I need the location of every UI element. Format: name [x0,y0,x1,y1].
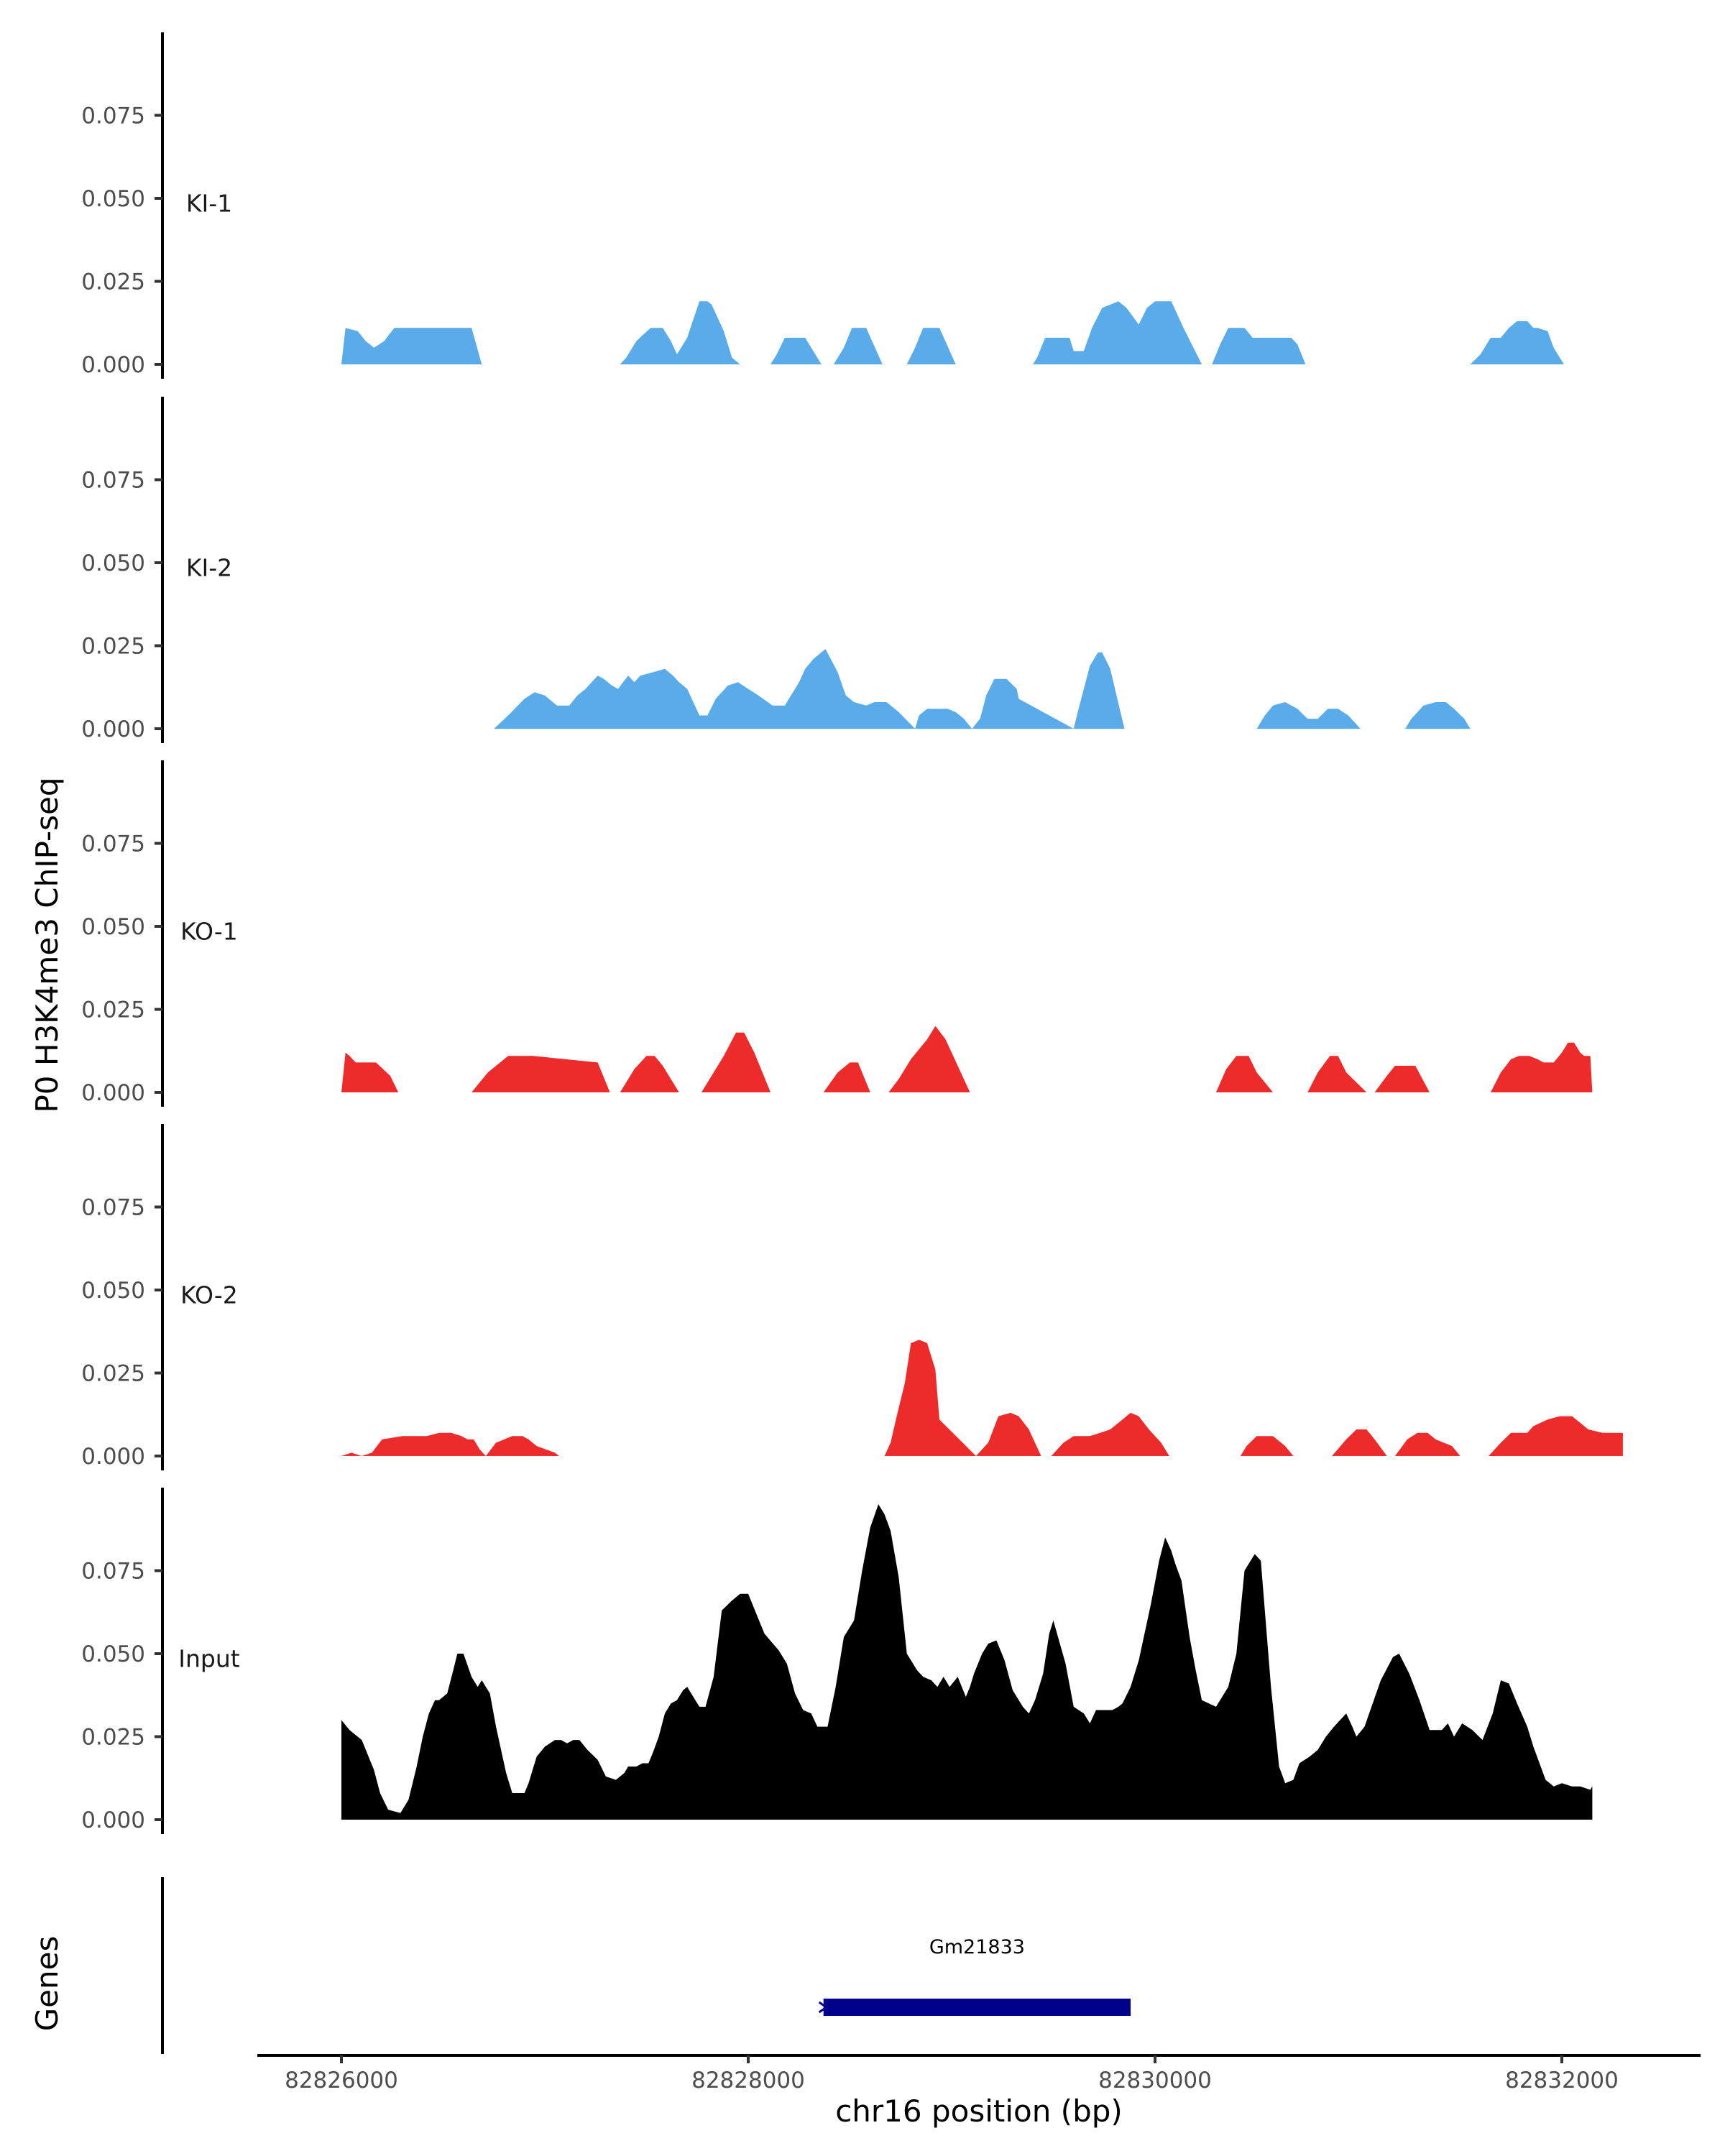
y-tick-label: 0.025 [81,1725,145,1751]
y-tick-label: 0.025 [81,634,145,660]
y-axis-title: P0 H3K4me3 ChIP-seq [29,777,65,1112]
track-label: KO-1 [180,917,238,945]
track-panel-input: 0.000 0.025 0.050 0.075 Input [81,1488,1593,1834]
track-panel-ko-1: 0.000 0.025 0.050 0.075 KO-1 [81,760,1593,1107]
y-tick-label: 0.000 [81,717,145,742]
x-tick-label: 82826000 [285,2068,398,2093]
y-tick-label: 0.075 [81,831,145,857]
x-axis-title: chr16 position (bp) [835,2093,1123,2129]
signal-area-ki-1 [341,301,1564,364]
signal-area-ki-2 [494,649,1471,729]
track-label: Input [178,1644,240,1672]
track-panel-ki-2: 0.000 0.025 0.050 0.075 KI-2 [81,397,1471,743]
y-tick-label: 0.025 [81,270,145,295]
track-label: KO-2 [180,1281,238,1309]
gene-body [823,1999,1131,2016]
x-tick-label: 82832000 [1505,2068,1619,2093]
gene-strand-arrow [818,2001,829,2014]
y-tick-label: 0.025 [81,998,145,1023]
track-label: KI-1 [186,189,232,217]
y-tick-label: 0.050 [81,914,145,940]
y-tick-label: 0.075 [81,468,145,494]
genes-axis-title: Genes [29,1936,65,2032]
gene-label: Gm21833 [929,1936,1025,1958]
track-label: KI-2 [186,553,232,581]
y-tick-label: 0.075 [81,1195,145,1221]
x-tick-label: 82828000 [691,2068,805,2093]
y-tick-label: 0.050 [81,186,145,212]
track-panel-ki-1: 0.000 0.025 0.050 0.075 KI-1 [81,32,1564,379]
signal-area-ko-1 [341,1026,1593,1092]
y-tick-label: 0.050 [81,1641,145,1667]
y-tick-label: 0.050 [81,550,145,576]
y-tick-label: 0.000 [81,1807,145,1833]
y-tick-label: 0.050 [81,1278,145,1304]
y-tick-label: 0.025 [81,1361,145,1387]
y-tick-label: 0.075 [81,103,145,129]
x-axis: 82826000 82828000 82830000 82832000 [257,2054,1701,2093]
track-panel-ko-2: 0.000 0.025 0.050 0.075 KO-2 [81,1124,1623,1470]
signal-area-ko-2 [341,1340,1623,1456]
x-tick-label: 82830000 [1098,2068,1212,2093]
y-tick-label: 0.000 [81,1444,145,1470]
y-tick-label: 0.000 [81,1080,145,1106]
y-tick-label: 0.075 [81,1559,145,1585]
y-tick-label: 0.000 [81,352,145,378]
signal-area-input [341,1504,1593,1820]
gene-track: Gm21833 [161,1877,1131,2054]
